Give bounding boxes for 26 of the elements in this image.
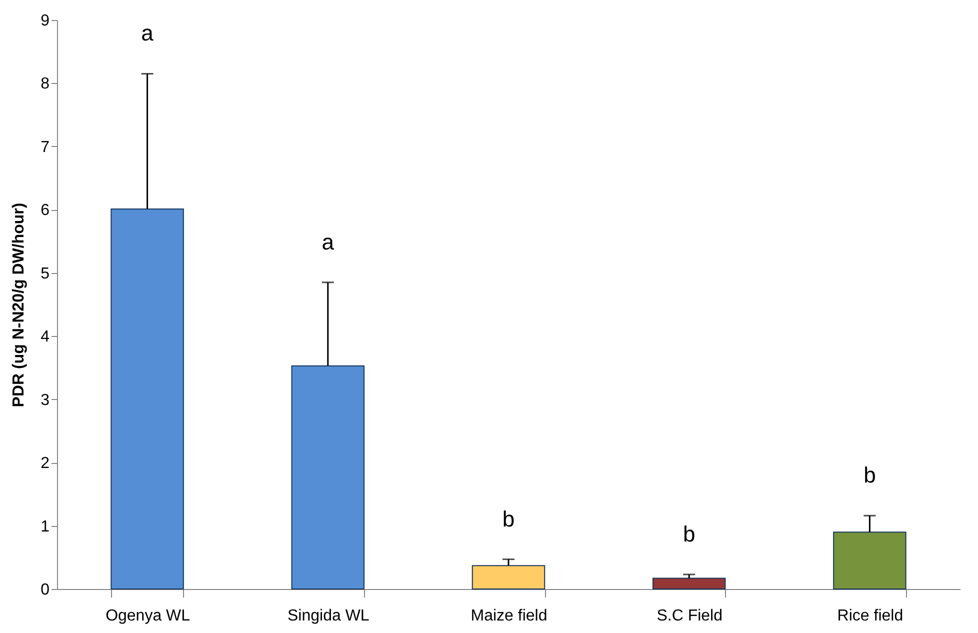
annotation: a [322, 229, 335, 254]
bar [291, 365, 365, 590]
annotation: a [141, 20, 154, 46]
y-axis-title: PDR (ug N-N20/g DW/hour) [10, 202, 28, 408]
y-tick-label: 1 [40, 518, 50, 536]
bar [652, 578, 726, 590]
y-tick-label: 5 [40, 265, 50, 282]
y-tick-label: 0 [40, 582, 50, 598]
y-tick-label: 3 [40, 392, 50, 409]
x-tick-label: Maize field [470, 608, 548, 624]
annotation: b [682, 521, 696, 546]
x-tick-label: Ogenya WL [106, 608, 190, 624]
y-tick-label: 4 [40, 328, 50, 346]
bar [472, 565, 546, 590]
x-tick-label: Singida WL [287, 608, 370, 624]
bar [833, 532, 906, 590]
y-tick-label: 7 [40, 138, 50, 156]
annotation: b [864, 462, 876, 488]
y-tick-label: 2 [40, 455, 50, 472]
y-tick-label: 6 [40, 202, 50, 220]
y-tick-label: 8 [40, 76, 50, 93]
x-tick-label: S.C Field [656, 608, 722, 624]
y-tick-label: 9 [40, 12, 50, 30]
bar [110, 208, 184, 590]
annotation: b [502, 506, 515, 532]
x-tick-label: Rice field [837, 608, 904, 624]
